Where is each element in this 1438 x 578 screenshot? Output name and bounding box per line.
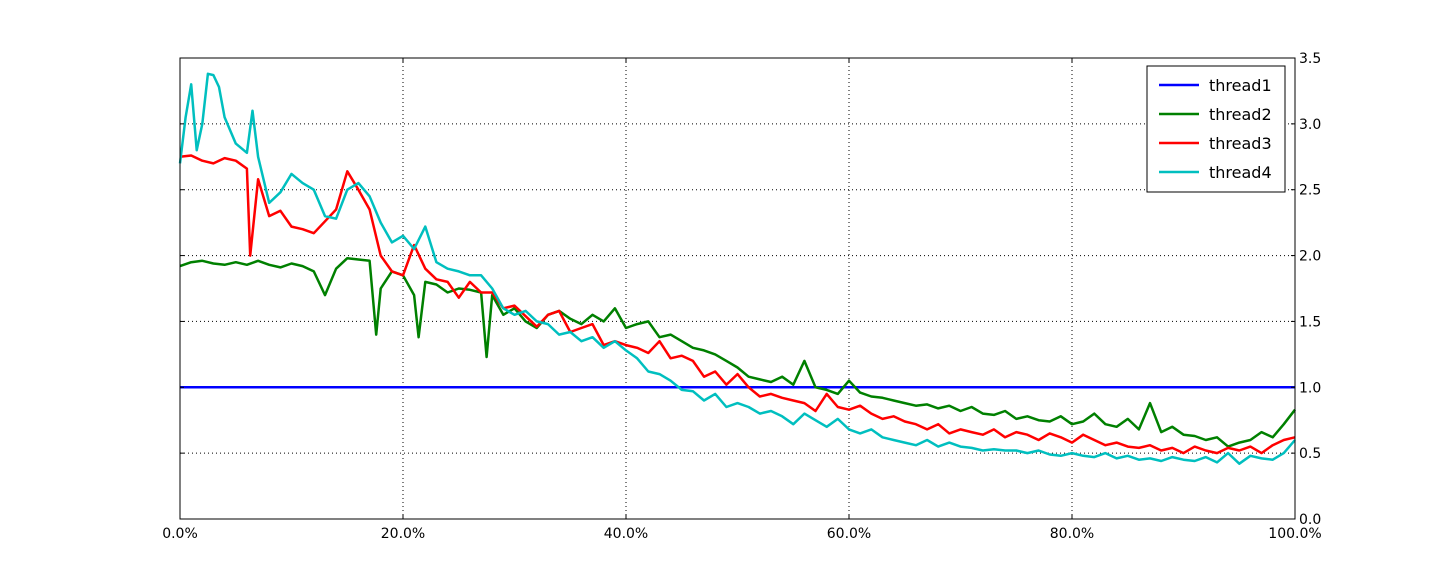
series-line-thread2 [179, 256, 1296, 448]
x-tick-label: 40.0% [604, 526, 648, 542]
legend: thread1 thread2 thread3 thread4 [1146, 65, 1286, 193]
y-tick-label: 3.5 [1299, 51, 1321, 67]
x-tick-label: 0.0% [162, 526, 198, 542]
legend-label-thread2: thread2 [1209, 105, 1272, 124]
y-tick-label: 0.0 [1299, 512, 1321, 528]
plot-frame [179, 57, 1296, 520]
x-tick-label: 80.0% [1050, 526, 1094, 542]
series-line-thread3 [179, 154, 1296, 455]
y-tick-label: 2.5 [1299, 183, 1321, 199]
grid-lines [180, 58, 1295, 519]
y-tick-label: 3.0 [1299, 117, 1321, 133]
x-tick-label: 100.0% [1268, 526, 1321, 542]
y-tick-label: 2.0 [1299, 249, 1321, 265]
series-lines [178, 72, 1296, 465]
legend-label-thread3: thread3 [1209, 134, 1272, 153]
y-tick-label: 0.5 [1299, 446, 1321, 462]
y-axis-ticks: 0.0 0.5 1.0 1.5 2.0 2.5 3.0 3.5 [180, 51, 1321, 528]
axes [179, 57, 1296, 520]
series-line-thread4 [178, 72, 1296, 465]
y-tick-label: 1.5 [1299, 314, 1321, 330]
legend-label-thread1: thread1 [1209, 76, 1272, 95]
x-tick-label: 60.0% [827, 526, 871, 542]
x-tick-label: 20.0% [381, 526, 425, 542]
x-axis-ticks: 0.0% 20.0% 40.0% 60.0% 80.0% 100.0% [162, 58, 1322, 542]
legend-label-thread4: thread4 [1209, 163, 1272, 182]
y-tick-label: 1.0 [1299, 380, 1321, 396]
